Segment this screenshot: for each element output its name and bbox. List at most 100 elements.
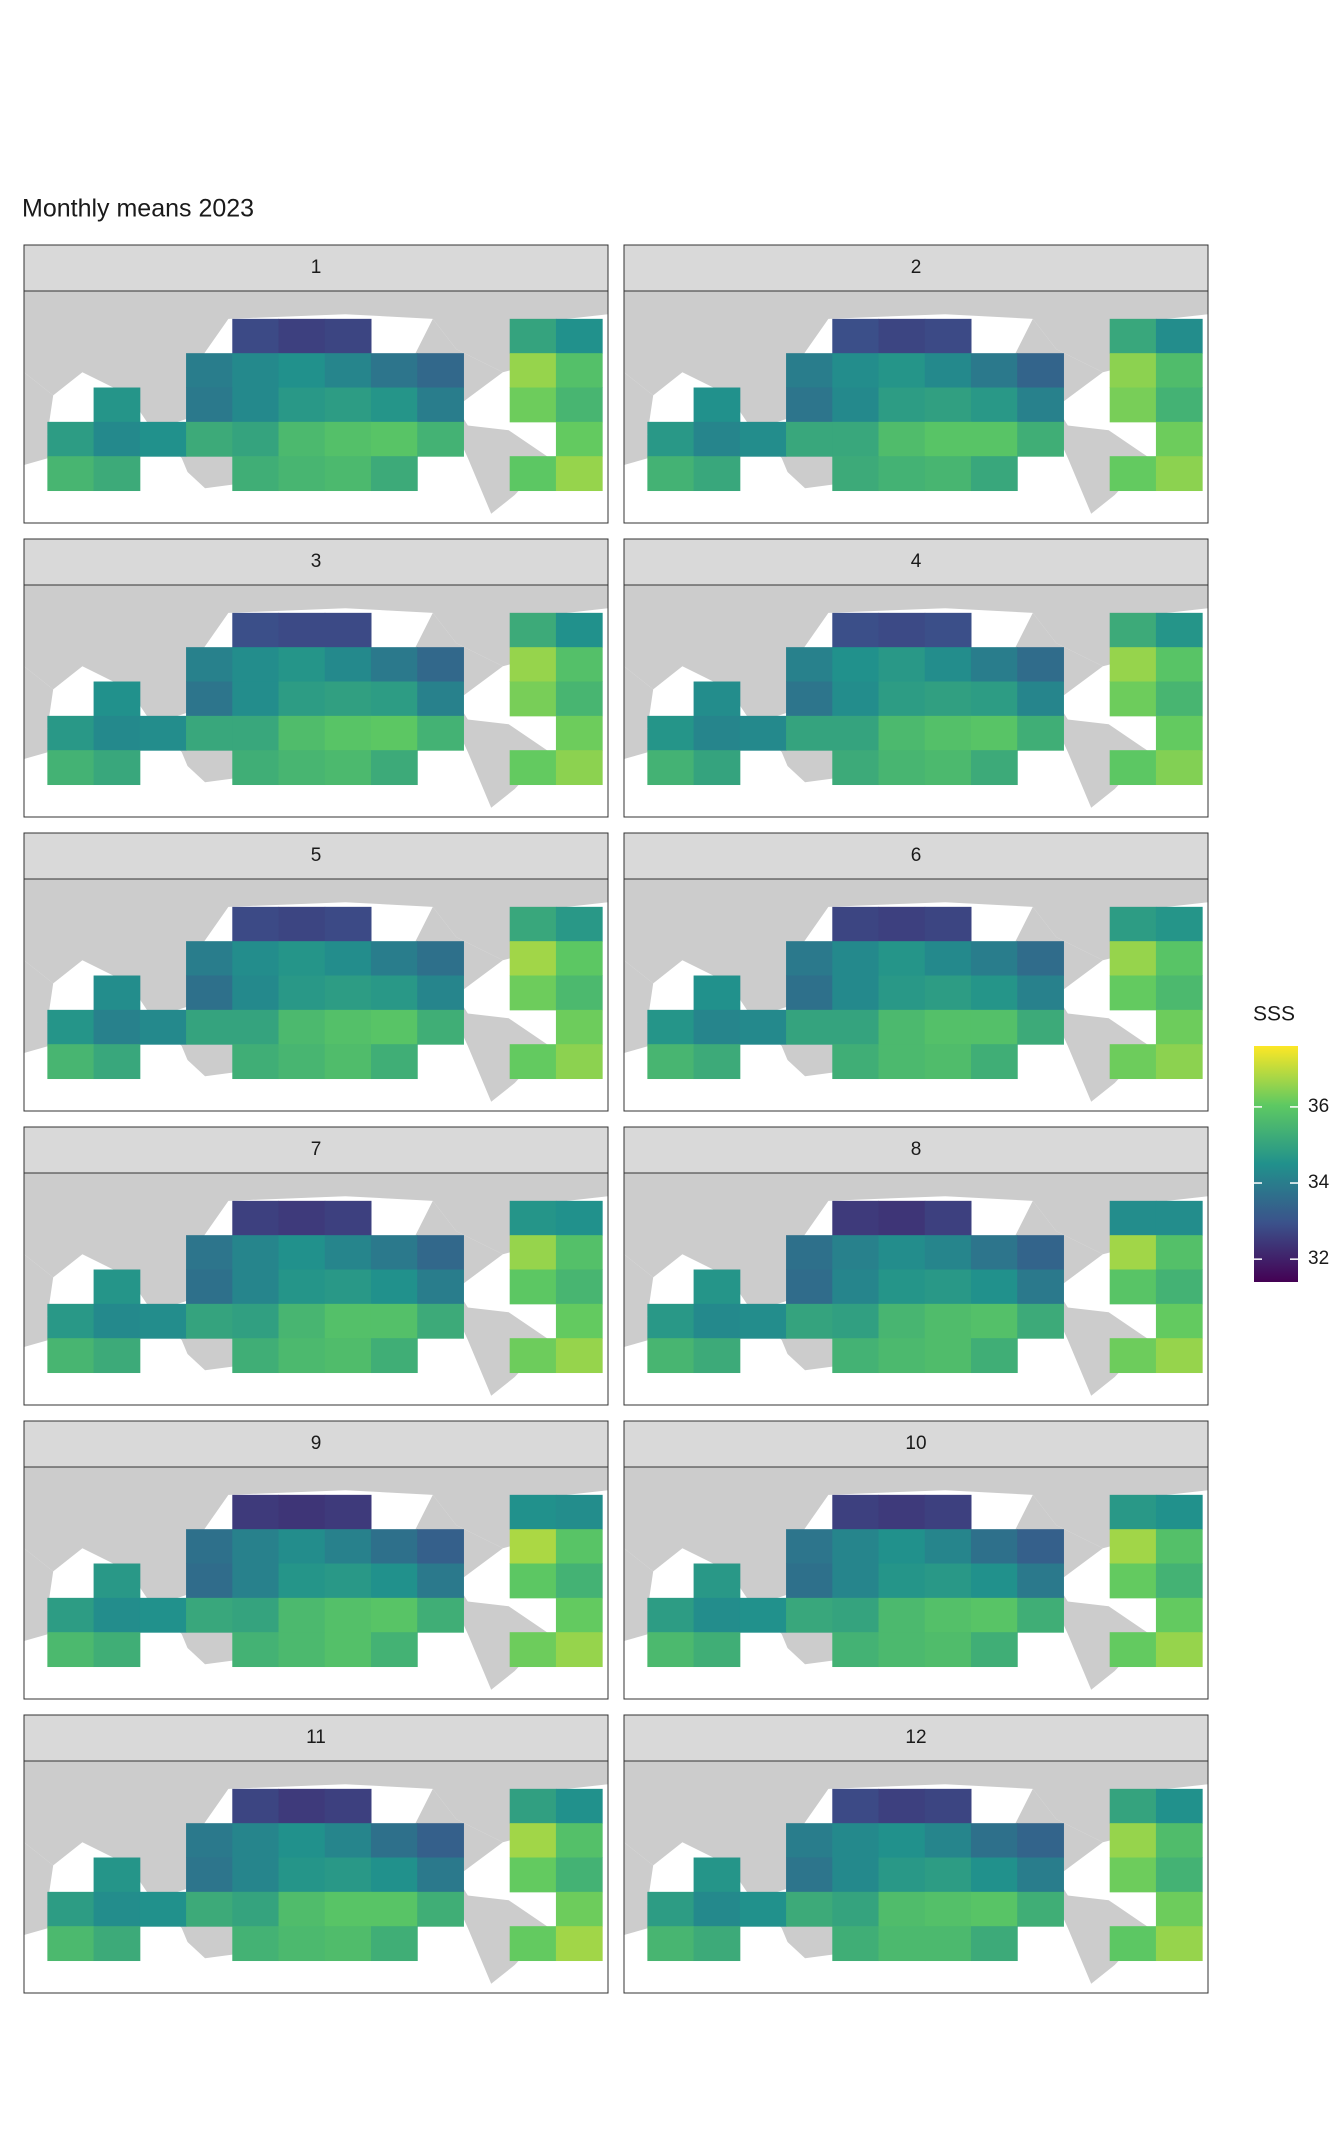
cell: [1109, 975, 1157, 1011]
land: [624, 1842, 665, 1935]
cell: [970, 1044, 1018, 1080]
cell: [509, 456, 557, 492]
land: [24, 1467, 608, 1607]
cell: [186, 1597, 233, 1633]
cell: [139, 1891, 187, 1927]
land: [24, 372, 65, 465]
cell: [647, 1338, 695, 1374]
cell: [970, 750, 1018, 786]
cell: [324, 318, 372, 354]
cell: [93, 1303, 141, 1339]
cell: [324, 1494, 372, 1530]
cell: [139, 1009, 187, 1045]
cell: [878, 941, 926, 977]
cell: [278, 906, 326, 942]
cell: [1109, 1044, 1157, 1080]
cell: [1109, 647, 1157, 683]
cell: [786, 1563, 833, 1599]
cell: [693, 750, 741, 786]
cell: [1017, 715, 1064, 751]
cell: [693, 1597, 741, 1633]
cell: [370, 941, 418, 977]
strip: [623, 1420, 1209, 1468]
cell: [1155, 456, 1203, 492]
cell: [47, 1338, 95, 1374]
cell: [1155, 647, 1203, 683]
cell: [370, 1891, 418, 1927]
cell: [832, 906, 880, 942]
cell: [232, 1597, 280, 1633]
cell: [647, 1597, 695, 1633]
cell: [417, 715, 464, 751]
cell: [555, 1200, 603, 1236]
cell: [1155, 421, 1203, 457]
cell: [417, 1235, 464, 1271]
cell: [832, 1926, 880, 1962]
cell: [417, 1529, 464, 1565]
cell: [832, 387, 880, 423]
cell: [324, 612, 372, 648]
cell: [1109, 906, 1157, 942]
cell: [832, 1303, 880, 1339]
cell: [1109, 750, 1157, 786]
cell: [970, 421, 1018, 457]
strip-label: 7: [311, 1139, 322, 1160]
cell: [555, 681, 603, 717]
cell: [93, 1338, 141, 1374]
land: [624, 1254, 665, 1347]
cell: [370, 456, 418, 492]
cell: [1109, 456, 1157, 492]
strip-label: 10: [905, 1433, 926, 1454]
cell: [139, 1597, 187, 1633]
cell: [417, 941, 464, 977]
cell: [509, 1494, 557, 1530]
cell: [417, 975, 464, 1011]
cell: [832, 1338, 880, 1374]
cell: [1109, 1269, 1157, 1305]
cell: [1109, 612, 1157, 648]
land: [624, 666, 665, 759]
cell: [278, 1891, 326, 1927]
panel-border: [623, 878, 1209, 1112]
cell: [693, 975, 741, 1011]
cell: [1109, 1563, 1157, 1599]
cell: [1017, 681, 1064, 717]
cell: [232, 1857, 280, 1893]
cell: [186, 1563, 233, 1599]
cell: [47, 1632, 95, 1668]
cell: [970, 1303, 1018, 1339]
cell: [232, 1494, 280, 1530]
cell: [832, 1597, 880, 1633]
cell: [739, 1891, 787, 1927]
facet-panel: 6: [623, 832, 1209, 1112]
cell: [232, 1200, 280, 1236]
land: [624, 960, 665, 1053]
cell: [647, 715, 695, 751]
cell: [970, 1338, 1018, 1374]
cell: [232, 1563, 280, 1599]
cell: [555, 1857, 603, 1893]
cell: [232, 1891, 280, 1927]
cell: [1155, 1823, 1203, 1859]
cell: [93, 1009, 141, 1045]
cell: [647, 1303, 695, 1339]
cell: [186, 975, 233, 1011]
cell: [232, 387, 280, 423]
cell: [878, 1269, 926, 1305]
cell: [186, 387, 233, 423]
cell: [1155, 1597, 1203, 1633]
cell: [232, 750, 280, 786]
cell: [1017, 941, 1064, 977]
cell: [93, 1563, 141, 1599]
cell: [509, 750, 557, 786]
cell: [1017, 387, 1064, 423]
cell: [878, 1200, 926, 1236]
cell: [693, 715, 741, 751]
cell: [786, 1857, 833, 1893]
cell: [232, 456, 280, 492]
cell: [739, 421, 787, 457]
cell: [970, 1857, 1018, 1893]
cell: [370, 975, 418, 1011]
panel-border: [23, 878, 609, 1112]
cell: [786, 1529, 833, 1565]
